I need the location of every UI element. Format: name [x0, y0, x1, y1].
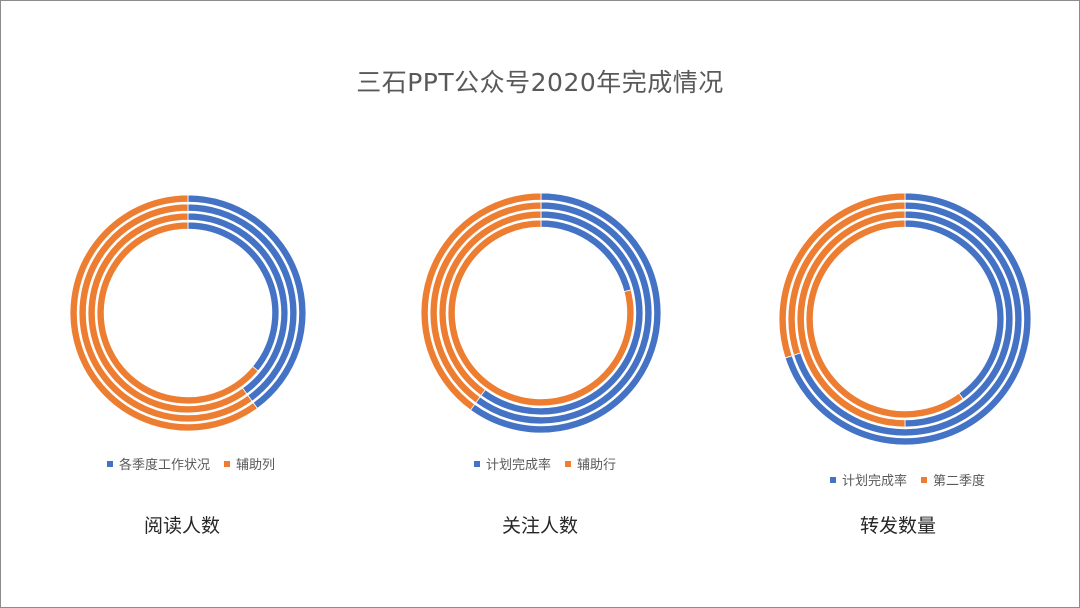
legend-label: 计划完成率 — [486, 458, 552, 473]
legend-item: 第二季度 — [921, 470, 985, 489]
legend-swatch-orange — [565, 460, 572, 467]
doughnut-chart-reading — [69, 194, 307, 432]
legend-item: 辅助列 — [224, 454, 275, 473]
legend-label: 辅助行 — [577, 458, 617, 473]
doughnut-segment-orange — [96, 221, 259, 405]
doughnut-segment-orange — [778, 192, 906, 359]
doughnut-segment-orange — [447, 219, 635, 407]
caption-followers: 关注人数 — [501, 515, 578, 537]
legend-label: 各季度工作状况 — [119, 458, 211, 473]
legend-swatch-orange — [224, 460, 231, 467]
doughnut-segment-orange — [787, 201, 906, 356]
legend-label: 第二季度 — [933, 474, 986, 489]
legend-reading: 各季度工作状况 辅助列 — [107, 454, 275, 473]
legend-label: 辅助列 — [236, 458, 276, 473]
caption-reading: 阅读人数 — [143, 515, 220, 537]
caption-shares: 转发数量 — [859, 515, 936, 537]
legend-label: 计划完成率 — [842, 474, 908, 489]
doughnut-chart-shares — [778, 192, 1032, 446]
legend-followers: 计划完成率 辅助行 — [474, 454, 616, 473]
doughnut-segment-orange — [438, 210, 542, 397]
doughnut-segment-orange — [796, 210, 906, 428]
doughnut-segment-orange — [429, 201, 542, 404]
legend-item: 计划完成率 — [474, 454, 551, 473]
legend-swatch-orange — [921, 476, 928, 483]
legend-swatch-blue — [474, 460, 480, 467]
legend-item: 计划完成率 — [830, 470, 907, 489]
doughnut-chart-followers — [420, 192, 662, 434]
legend-item: 辅助行 — [565, 454, 616, 473]
doughnut-segment-orange — [805, 219, 964, 419]
chart-title: 三石PPT公众号2020年完成情况 — [356, 68, 724, 97]
legend-swatch-blue — [830, 476, 836, 483]
doughnut-segment-orange — [78, 203, 253, 423]
doughnut-segment-orange — [420, 192, 542, 411]
legend-shares: 计划完成率 第二季度 — [830, 470, 985, 489]
doughnut-segment-orange — [87, 212, 248, 414]
legend-item: 各季度工作状况 — [107, 454, 210, 473]
legend-swatch-blue — [107, 460, 113, 467]
doughnut-segment-orange — [69, 194, 258, 432]
